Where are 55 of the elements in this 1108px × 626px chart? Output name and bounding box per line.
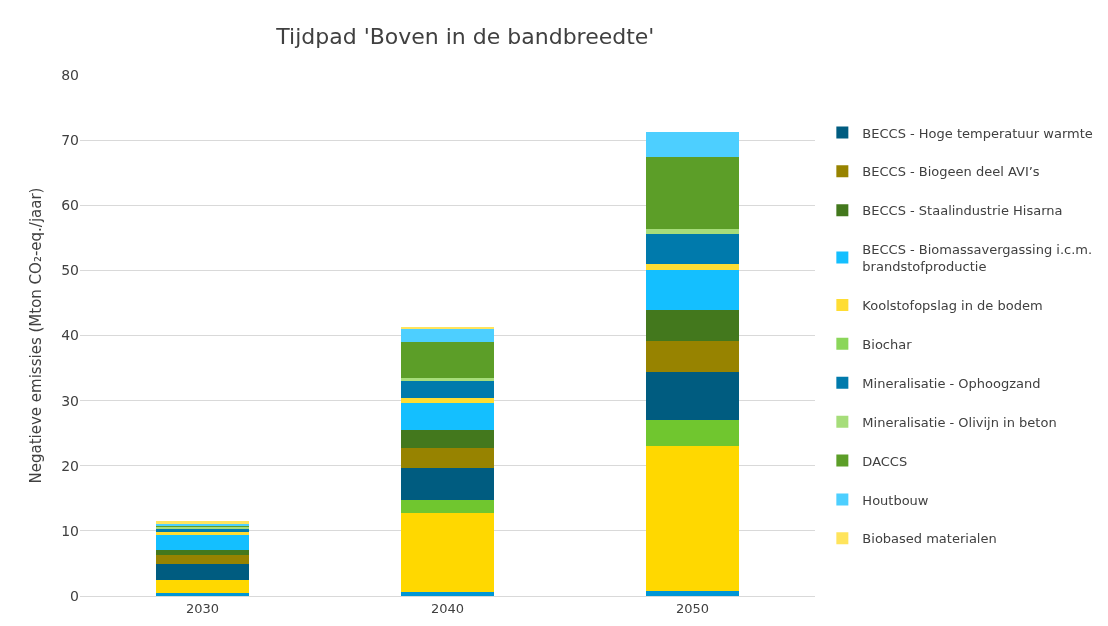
bar bbox=[400, 403, 495, 430]
bar bbox=[400, 500, 495, 514]
legend-label: Koolstofopslag in de bodem bbox=[862, 298, 1043, 314]
legend-label: Biochar bbox=[862, 336, 913, 352]
y-axis-title: Negatieve emissies (Mton CO₂-eq./jaar) bbox=[27, 187, 46, 484]
bar bbox=[400, 328, 495, 343]
bar bbox=[155, 550, 250, 555]
bar bbox=[400, 381, 495, 399]
y-tick-label: 60 bbox=[61, 197, 79, 214]
legend-label: BECCS - Hoge temperatuur warmte bbox=[862, 125, 1093, 141]
y-tick-label: 20 bbox=[61, 457, 79, 474]
bar bbox=[400, 342, 495, 379]
bar bbox=[645, 131, 740, 158]
legend-label: Biobased materialen bbox=[862, 531, 997, 547]
bar bbox=[400, 468, 495, 501]
bar bbox=[400, 592, 495, 596]
bar bbox=[155, 593, 250, 596]
bar bbox=[645, 371, 740, 421]
y-tick-label: 10 bbox=[61, 522, 79, 539]
legend-label: DACCS bbox=[862, 453, 908, 469]
bar bbox=[645, 420, 740, 447]
y-tick-label: 70 bbox=[61, 132, 79, 149]
y-tick-label: 40 bbox=[61, 327, 79, 344]
bar bbox=[400, 398, 495, 404]
bar bbox=[645, 340, 740, 372]
bar bbox=[155, 554, 250, 565]
chart-title: Tijdpad 'Boven in de bandbreedte' bbox=[275, 23, 655, 49]
bar bbox=[645, 270, 740, 311]
bar bbox=[645, 233, 740, 264]
bar bbox=[645, 157, 740, 229]
bar bbox=[645, 228, 740, 234]
legend-label: Mineralisatie - Ophoogzand bbox=[862, 375, 1041, 391]
bar bbox=[400, 513, 495, 593]
y-tick-label: 0 bbox=[70, 587, 79, 604]
y-tick-label: 50 bbox=[61, 262, 79, 279]
x-tick-label: 2040 bbox=[430, 600, 465, 616]
bar bbox=[400, 378, 495, 382]
bar bbox=[645, 591, 740, 596]
bar bbox=[400, 448, 495, 469]
legend-label: Mineralisatie - Olivijn in beton bbox=[862, 414, 1057, 430]
legend-label: BECCS - Biomassavergassing i.c.m. brandstofproductie bbox=[862, 242, 1093, 275]
y-tick-label: 30 bbox=[61, 392, 79, 409]
legend-label: BECCS - Staalindustrie Hisarna bbox=[862, 203, 1063, 219]
bar bbox=[155, 535, 250, 551]
bar bbox=[155, 564, 250, 581]
x-tick-label: 2030 bbox=[185, 600, 220, 616]
bar bbox=[400, 429, 495, 449]
bar bbox=[645, 446, 740, 592]
bar bbox=[645, 310, 740, 341]
bar bbox=[645, 263, 740, 271]
legend-label: Houtbouw bbox=[862, 492, 929, 508]
bar bbox=[155, 580, 250, 594]
legend-label: BECCS - Biogeen deel AVI’s bbox=[862, 164, 1040, 180]
y-tick-label: 80 bbox=[61, 66, 79, 83]
x-tick-label: 2050 bbox=[675, 600, 710, 616]
